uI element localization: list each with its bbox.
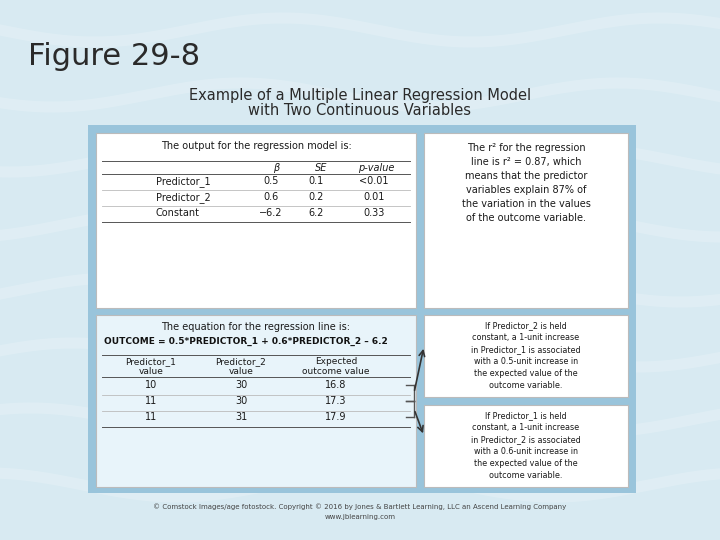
- Text: The r² for the regression: The r² for the regression: [467, 143, 585, 153]
- Text: Figure 29-8: Figure 29-8: [28, 42, 200, 71]
- Text: Predictor_1: Predictor_1: [125, 357, 176, 366]
- Text: 0.33: 0.33: [364, 208, 384, 218]
- Text: 17.9: 17.9: [325, 412, 347, 422]
- Text: 30: 30: [235, 396, 247, 406]
- Text: with a 0.5-unit increase in: with a 0.5-unit increase in: [474, 357, 578, 366]
- Text: OUTCOME = 0.5*PREDICTOR_1 + 0.6*PREDICTOR_2 – 6.2: OUTCOME = 0.5*PREDICTOR_1 + 0.6*PREDICTO…: [104, 337, 388, 346]
- Text: with a 0.6-unit increase in: with a 0.6-unit increase in: [474, 447, 578, 456]
- Text: constant, a 1-unit increase: constant, a 1-unit increase: [472, 333, 580, 342]
- Text: the expected value of the: the expected value of the: [474, 369, 578, 378]
- Text: 10: 10: [145, 380, 157, 390]
- Text: the expected value of the: the expected value of the: [474, 459, 578, 468]
- Text: 17.3: 17.3: [325, 396, 347, 406]
- Text: outcome variable.: outcome variable.: [490, 471, 563, 480]
- Text: 0.2: 0.2: [308, 192, 324, 202]
- Text: 0.5: 0.5: [264, 176, 279, 186]
- Text: constant, a 1-unit increase: constant, a 1-unit increase: [472, 423, 580, 432]
- Text: value: value: [228, 367, 253, 376]
- Text: Predictor_2: Predictor_2: [156, 192, 211, 203]
- Text: SE: SE: [315, 163, 327, 173]
- Text: www.jblearning.com: www.jblearning.com: [325, 514, 395, 520]
- Text: variables explain 87% of: variables explain 87% of: [466, 185, 586, 195]
- Text: the variation in the values: the variation in the values: [462, 199, 590, 209]
- Text: with Two Continuous Variables: with Two Continuous Variables: [248, 103, 472, 118]
- Text: line is r² = 0.87, which: line is r² = 0.87, which: [471, 157, 581, 167]
- Bar: [424, 133, 628, 308]
- Text: If Predictor_1 is held: If Predictor_1 is held: [485, 411, 567, 420]
- Text: outcome value: outcome value: [302, 367, 370, 376]
- Bar: [96, 315, 416, 487]
- Text: of the outcome variable.: of the outcome variable.: [466, 213, 586, 223]
- Text: value: value: [138, 367, 163, 376]
- Text: 0.1: 0.1: [308, 176, 323, 186]
- Text: β: β: [273, 163, 279, 173]
- Text: −6.2: −6.2: [259, 208, 283, 218]
- Text: 0.01: 0.01: [364, 192, 384, 202]
- Text: 16.8: 16.8: [325, 380, 347, 390]
- Text: The output for the regression model is:: The output for the regression model is:: [161, 141, 351, 151]
- Bar: [88, 125, 636, 493]
- Text: <0.01: <0.01: [359, 176, 389, 186]
- Text: 0.6: 0.6: [264, 192, 279, 202]
- Text: 30: 30: [235, 380, 247, 390]
- Text: 31: 31: [235, 412, 247, 422]
- Text: means that the predictor: means that the predictor: [465, 171, 588, 181]
- Text: outcome variable.: outcome variable.: [490, 381, 563, 390]
- Text: Expected: Expected: [315, 357, 357, 366]
- Bar: [424, 405, 628, 487]
- Text: Example of a Multiple Linear Regression Model: Example of a Multiple Linear Regression …: [189, 88, 531, 103]
- Text: 11: 11: [145, 396, 157, 406]
- Text: in Predictor_2 is associated: in Predictor_2 is associated: [471, 435, 581, 444]
- Text: © Comstock Images/age fotostock. Copyright © 2016 by Jones & Bartlett Learning, : © Comstock Images/age fotostock. Copyrig…: [153, 503, 567, 510]
- Bar: [96, 133, 416, 308]
- Text: Constant: Constant: [156, 208, 200, 218]
- Bar: [424, 315, 628, 397]
- Text: in Predictor_1 is associated: in Predictor_1 is associated: [471, 345, 581, 354]
- Text: Predictor_1: Predictor_1: [156, 176, 211, 187]
- Text: Predictor_2: Predictor_2: [215, 357, 266, 366]
- Text: p-value: p-value: [358, 163, 394, 173]
- Text: If Predictor_2 is held: If Predictor_2 is held: [485, 321, 567, 330]
- Text: 6.2: 6.2: [308, 208, 324, 218]
- Text: 11: 11: [145, 412, 157, 422]
- Text: The equation for the regression line is:: The equation for the regression line is:: [161, 322, 351, 332]
